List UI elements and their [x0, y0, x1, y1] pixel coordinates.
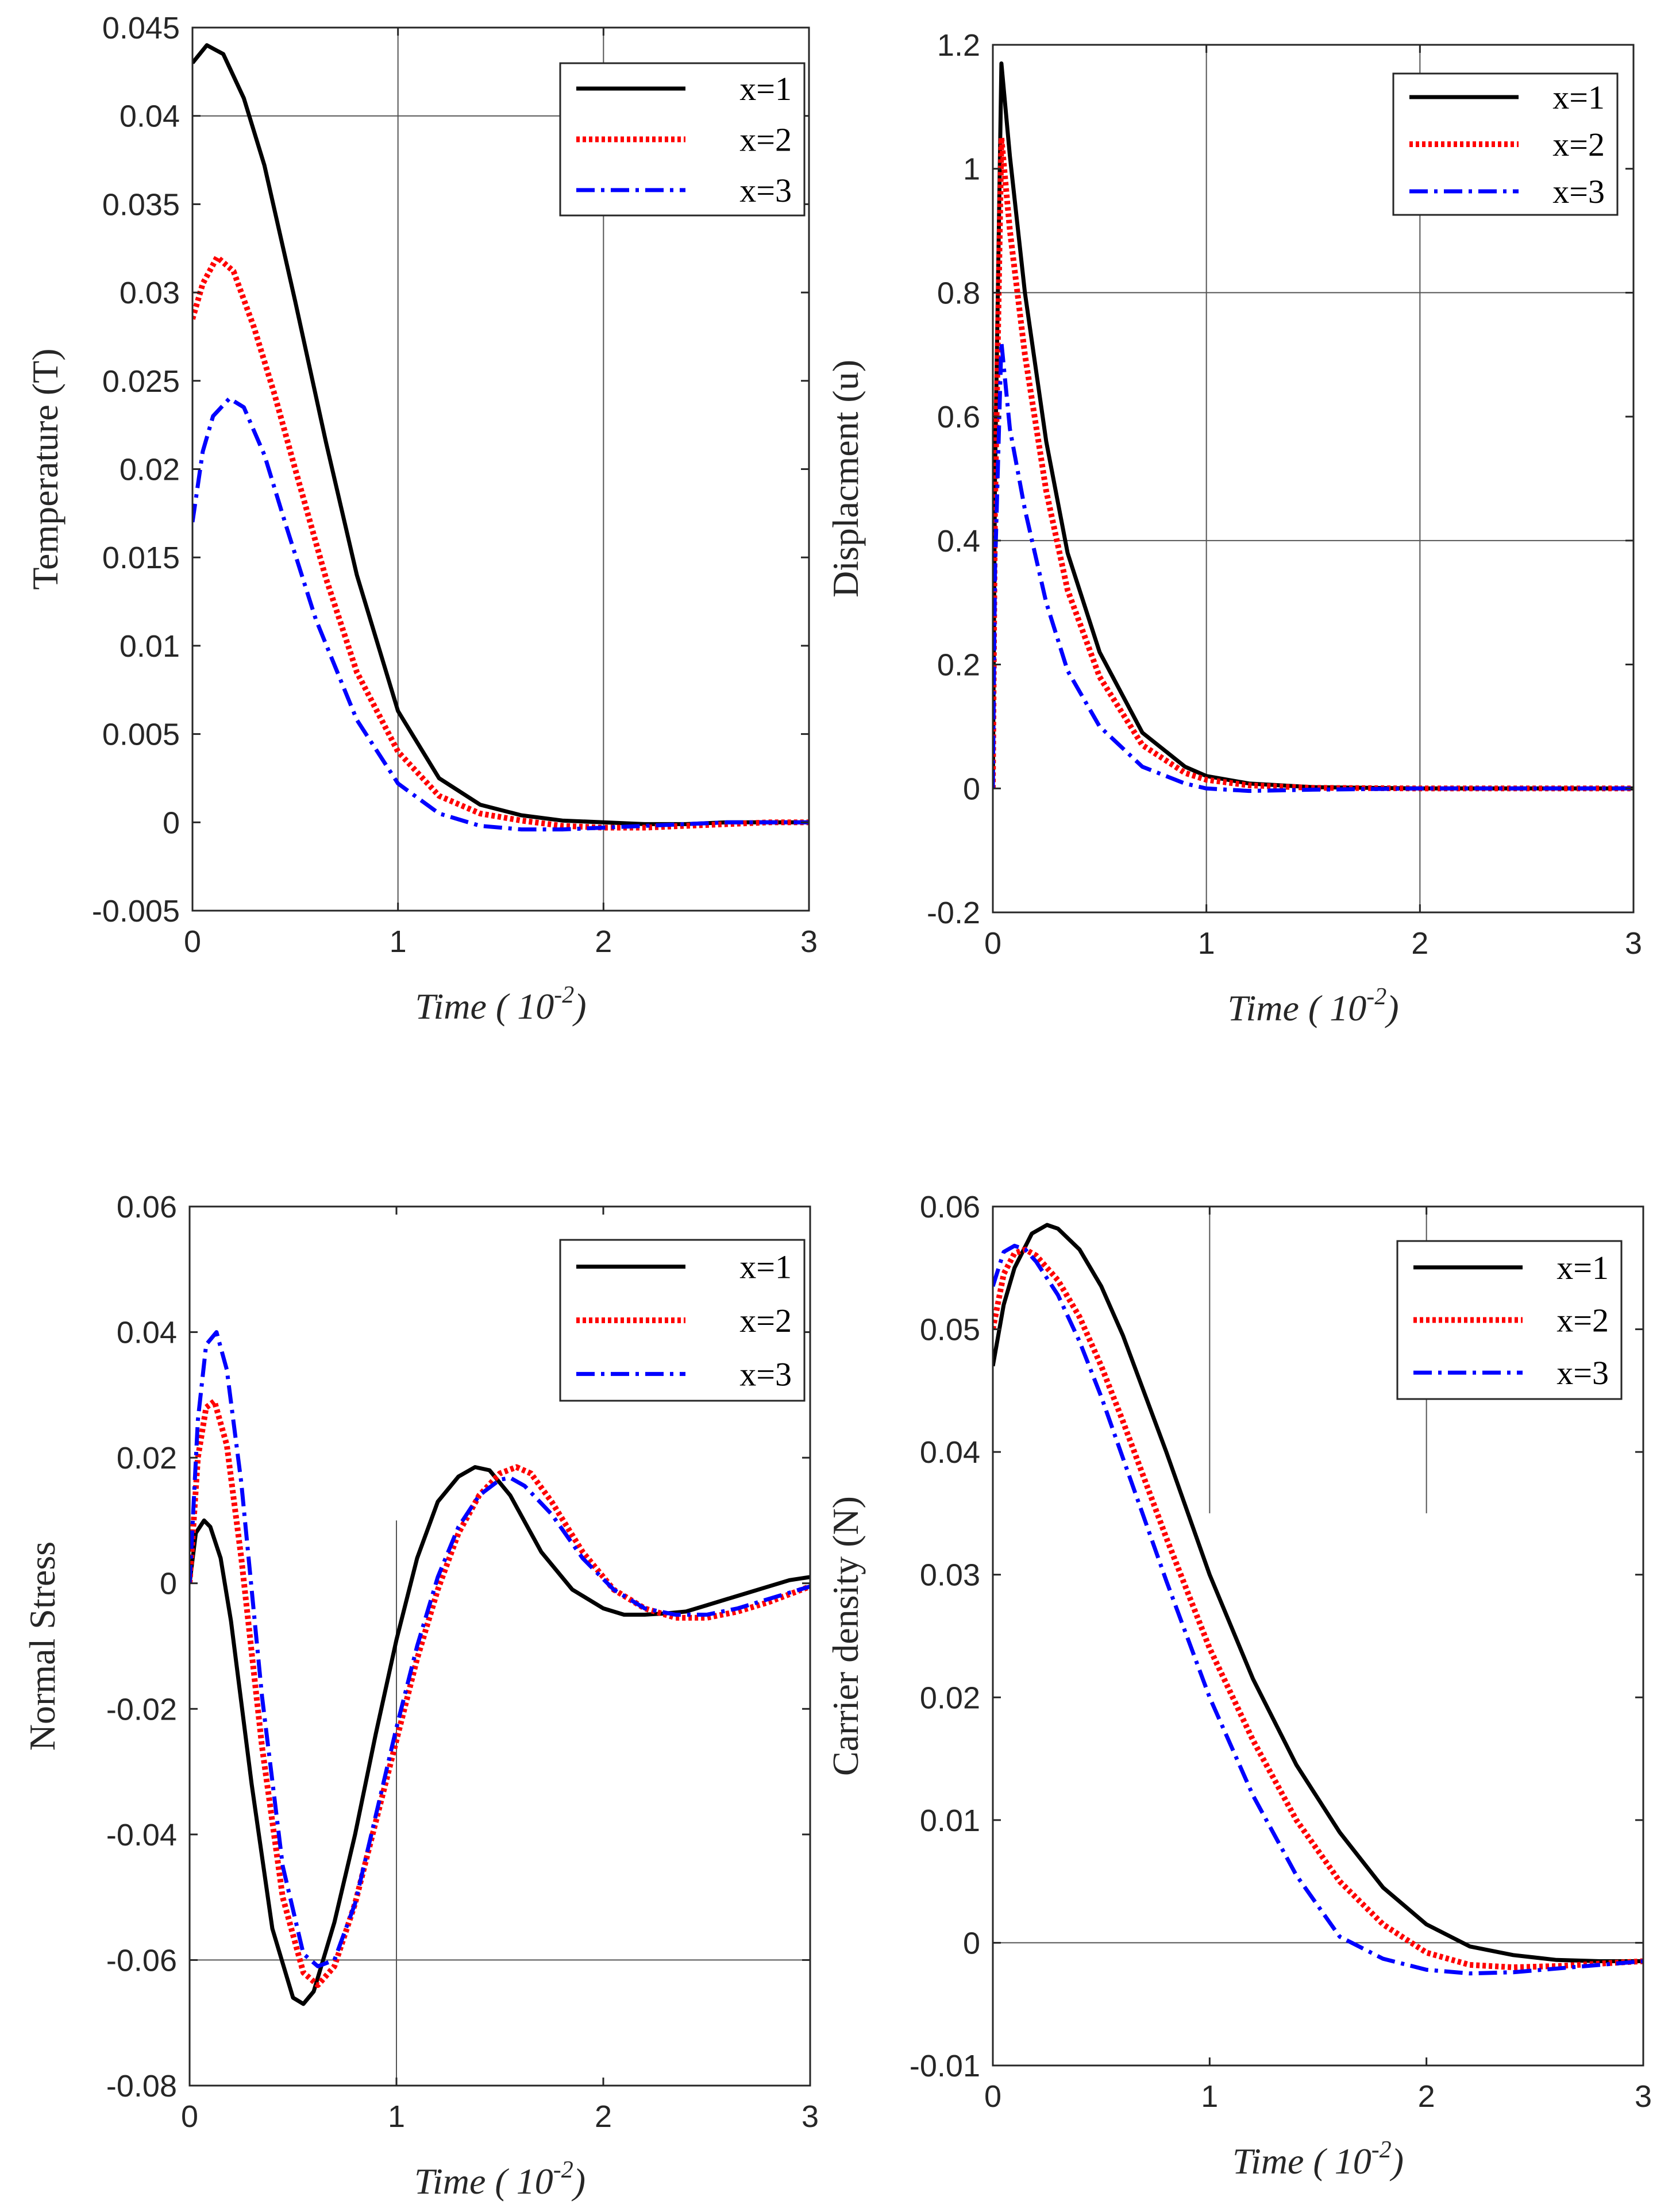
- y-tick-label: 0.01: [920, 1803, 980, 1838]
- y-tick-label: 0: [963, 1926, 980, 1960]
- y-axis-label: Temperature (T): [25, 348, 66, 589]
- x-axis-label: Time ( 10-2): [415, 982, 586, 1027]
- x-tick-label: 0: [181, 2099, 198, 2134]
- y-tick-label: -0.06: [106, 1943, 177, 1978]
- series-line-x-1: [993, 61, 1633, 791]
- x-axis-label: Time ( 10-2): [1227, 984, 1398, 1028]
- y-tick-label: 0.025: [102, 364, 180, 399]
- series-line-x-1: [190, 1465, 810, 2006]
- y-tick-label: 0: [963, 772, 980, 806]
- y-tick-label: -0.005: [92, 894, 180, 928]
- series-line-x-1: [993, 1223, 1643, 1963]
- y-tick-label: 1.2: [937, 28, 980, 63]
- legend-label-x-2: x=2: [739, 121, 792, 159]
- legend-label-x-3: x=3: [1552, 173, 1605, 210]
- y-tick-label: 0.015: [102, 541, 180, 575]
- x-tick-label: 2: [1418, 2079, 1435, 2114]
- y-tick-label: -0.04: [106, 1818, 177, 1852]
- legend: x=1 x=2 x=3: [1396, 1240, 1623, 1400]
- y-tick-label: 0: [163, 806, 180, 840]
- y-tick-label: 0.04: [920, 1435, 980, 1470]
- legend: x=1 x=2 x=3: [559, 62, 806, 217]
- x-tick-label: 0: [984, 2079, 1001, 2114]
- axes-box: [188, 1205, 811, 2087]
- series-line-x-2: [993, 134, 1633, 792]
- y-tick-label: -0.01: [910, 2049, 980, 2083]
- y-tick-label: 0.05: [920, 1313, 980, 1347]
- y-tick-label: 0.8: [937, 276, 980, 310]
- legend: x=1 x=2 x=3: [559, 1239, 806, 1402]
- chart-panel-4: 0 1 2 3-0.0100.010.020.030.040.050.06Carrie…: [825, 1190, 1652, 2182]
- y-tick-label: 1: [963, 152, 980, 187]
- legend-label-x-1: x=1: [739, 1248, 792, 1286]
- x-tick-label: 3: [800, 924, 818, 959]
- x-tick-label: 2: [595, 924, 612, 959]
- legend-label-x-1: x=1: [739, 70, 792, 107]
- chart-panel-1: 0 1 2 3-0.00500.0050.010.0150.020.0250.030.…: [25, 11, 818, 1027]
- series-line-x-3: [192, 396, 809, 832]
- y-tick-label: 0.035: [102, 187, 180, 222]
- series-line-x-2: [993, 1246, 1643, 1971]
- legend-label-x-3: x=3: [739, 172, 792, 209]
- legend-label-x-2: x=2: [1556, 1302, 1609, 1339]
- x-tick-label: 3: [1635, 2079, 1652, 2114]
- legend-label-x-3: x=3: [739, 1355, 792, 1393]
- y-tick-label: 0.03: [920, 1558, 980, 1593]
- x-tick-label: 0: [184, 924, 201, 959]
- chart-panel-3: 0 1 2 3 -0.08 -0.06 -0.04 -0.02 0 0.02 0.04 0.06 Nor…: [22, 1190, 819, 2202]
- y-tick-label: 0.04: [120, 99, 180, 134]
- y-tick-label: 0: [160, 1567, 177, 1601]
- y-tick-label: -0.2: [927, 896, 980, 930]
- x-tick-label: 1: [1198, 926, 1215, 961]
- legend-label-x-1: x=1: [1552, 79, 1605, 116]
- legend-label-x-2: x=2: [1552, 126, 1605, 163]
- x-tick-label: 1: [388, 2099, 405, 2134]
- y-tick-label: 0.02: [120, 453, 180, 487]
- legend-label-x-2: x=2: [739, 1302, 792, 1339]
- x-axis-label: Time ( 10-2): [414, 2157, 585, 2202]
- y-tick-label: 0.03: [120, 276, 180, 310]
- y-tick-label: -0.02: [106, 1692, 177, 1727]
- series-line-x-1: [192, 43, 809, 826]
- x-tick-label: 2: [1411, 926, 1428, 961]
- x-axis-label: Time ( 10-2): [1232, 2137, 1404, 2182]
- y-tick-label: 0.06: [920, 1190, 980, 1224]
- y-axis-label: Normal Stress: [22, 1542, 63, 1751]
- x-tick-label: 3: [802, 2099, 819, 2134]
- series-line-x-2: [190, 1398, 810, 1989]
- y-tick-label: 0.005: [102, 718, 180, 752]
- y-tick-label: 0.045: [102, 11, 180, 45]
- x-tick-label: 1: [390, 924, 407, 959]
- x-tick-label: 0: [984, 926, 1001, 961]
- legend-label-x-1: x=1: [1556, 1249, 1609, 1286]
- y-tick-label: 0.01: [120, 629, 180, 664]
- y-tick-label: 0.04: [117, 1316, 177, 1350]
- y-tick-label: 0.4: [937, 524, 980, 558]
- axes-box: [992, 44, 1635, 914]
- y-axis-label: Displacment (u): [825, 360, 866, 598]
- axes-box: [992, 1205, 1644, 2067]
- x-tick-label: 3: [1625, 926, 1642, 961]
- series-line-x-2: [192, 254, 809, 831]
- series-line-x-3: [993, 340, 1633, 793]
- y-tick-label: 0.02: [920, 1681, 980, 1715]
- legend: x=1 x=2 x=3: [1392, 72, 1619, 216]
- y-tick-label: 0.2: [937, 648, 980, 683]
- y-tick-label: -0.08: [106, 2069, 177, 2103]
- series-line-x-3: [190, 1330, 810, 1968]
- x-tick-label: 2: [595, 2099, 612, 2134]
- y-tick-label: 0.02: [117, 1441, 177, 1475]
- y-tick-label: 0.6: [937, 400, 980, 434]
- y-tick-label: 0.06: [117, 1190, 177, 1224]
- x-tick-label: 1: [1201, 2079, 1218, 2114]
- legend-label-x-3: x=3: [1556, 1354, 1609, 1392]
- y-axis-label: Carrier density (N): [825, 1496, 866, 1776]
